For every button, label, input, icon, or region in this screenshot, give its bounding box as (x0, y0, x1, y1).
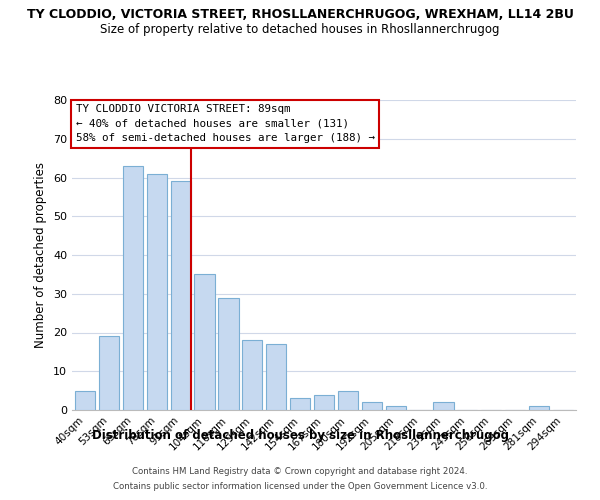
Text: Contains public sector information licensed under the Open Government Licence v3: Contains public sector information licen… (113, 482, 487, 491)
Bar (266, 344, 286, 410)
Bar (386, 406, 406, 410)
Bar (99, 336, 119, 410)
Y-axis label: Number of detached properties: Number of detached properties (34, 162, 47, 348)
Bar (146, 174, 167, 410)
Text: Contains HM Land Registry data © Crown copyright and database right 2024.: Contains HM Land Registry data © Crown c… (132, 467, 468, 476)
Bar (242, 340, 262, 410)
Bar (170, 182, 191, 410)
Bar (362, 402, 382, 410)
Bar (290, 398, 310, 410)
Bar (75, 390, 95, 410)
Text: TY CLODDIO VICTORIA STREET: 89sqm
← 40% of detached houses are smaller (131)
58%: TY CLODDIO VICTORIA STREET: 89sqm ← 40% … (76, 104, 374, 144)
Text: Distribution of detached houses by size in Rhosllannerchrugog: Distribution of detached houses by size … (91, 430, 509, 442)
Text: Size of property relative to detached houses in Rhosllannerchrugog: Size of property relative to detached ho… (100, 22, 500, 36)
Bar (433, 402, 454, 410)
Text: TY CLODDIO, VICTORIA STREET, RHOSLLANERCHRUGOG, WREXHAM, LL14 2BU: TY CLODDIO, VICTORIA STREET, RHOSLLANERC… (26, 8, 574, 20)
Bar (338, 390, 358, 410)
Bar (123, 166, 143, 410)
Bar (314, 394, 334, 410)
Bar (529, 406, 549, 410)
Bar (218, 298, 239, 410)
Bar (194, 274, 215, 410)
